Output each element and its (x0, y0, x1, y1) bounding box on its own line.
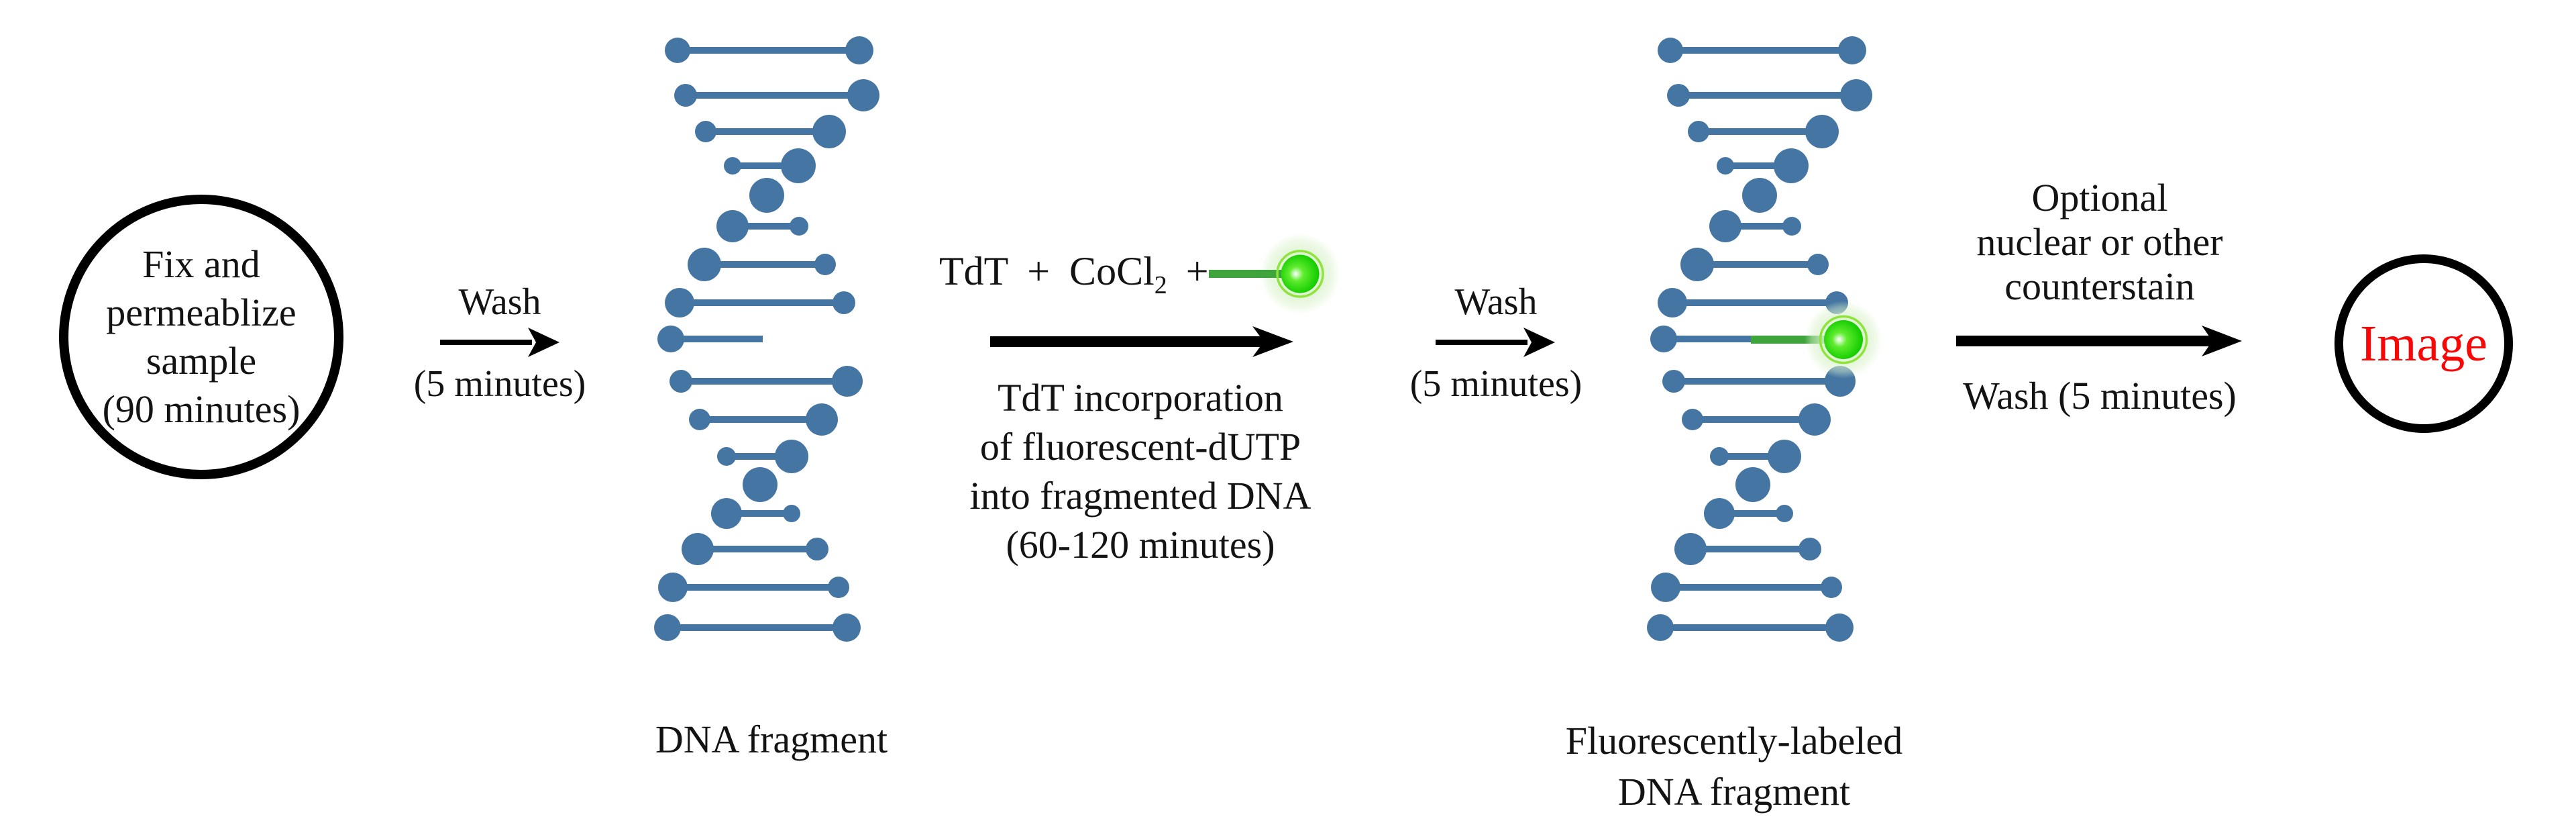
wash1-label: Wash (458, 281, 541, 323)
labeled-dna-label-line-2: DNA fragment (1617, 770, 1851, 814)
fix-line-2: permeablize (106, 291, 297, 334)
counterstain-arrow-right-icon (1956, 326, 2242, 356)
reaction-desc-line-1: TdT incorporation (998, 376, 1283, 420)
reaction-arrow-right-icon (990, 326, 1293, 357)
wash1-arrow-right-icon (440, 328, 559, 357)
image-step-circle: Image (2334, 254, 2513, 433)
reaction-desc-line-3: into fragmented DNA (969, 474, 1311, 518)
fix-line-3: sample (146, 339, 257, 383)
labeled-dna-label-line-1: Fluorescently-labeled (1565, 719, 1903, 763)
dna-helix-illustration (654, 36, 879, 642)
labeled-dna-helix-illustration (1647, 36, 1882, 642)
image-label: Image (2360, 315, 2487, 372)
fluorophore-icon (1209, 234, 1340, 314)
reaction-desc-line-4: (60-120 minutes) (1006, 523, 1275, 567)
labeled-dna-fragment-label: Fluorescently-labeled DNA fragment (1566, 716, 1903, 818)
reagents-subscript: 2 (1154, 271, 1167, 299)
fluorophore-on-dna-icon (1751, 301, 1882, 379)
wash2-duration: (5 minutes) (1409, 363, 1582, 405)
wash2-label: Wash (1454, 281, 1538, 323)
fix-permeabilize-step-circle: Fix and permeablize sample (90 minutes) (59, 195, 343, 479)
counterstain-text: Optional nuclear or other counterstain (1976, 176, 2222, 309)
wash2-arrow-right-icon (1436, 328, 1555, 357)
counterstain-line-3: counterstain (2004, 264, 2195, 308)
fix-permeabilize-text: Fix and permeablize sample (90 minutes) (103, 240, 301, 434)
reagents-text: TdT + CoCl2 + (939, 248, 1209, 298)
fix-line-4: (90 minutes) (102, 387, 301, 431)
reagents-prefix: TdT + CoCl (939, 249, 1155, 293)
reagents-plus: + (1185, 249, 1209, 293)
dna-fragment-label: DNA fragment (655, 718, 888, 761)
counterstain-line-2: nuclear or other (1976, 220, 2223, 264)
counterstain-wash-label: Wash (5 minutes) (1963, 374, 2237, 418)
wash1-duration: (5 minutes) (413, 363, 586, 405)
counterstain-line-1: Optional (2031, 176, 2168, 219)
fix-line-1: Fix and (142, 242, 260, 286)
reaction-desc-line-2: of fluorescent-dUTP (979, 425, 1301, 469)
reaction-description: TdT incorporation of fluorescent-dUTP in… (970, 373, 1311, 569)
